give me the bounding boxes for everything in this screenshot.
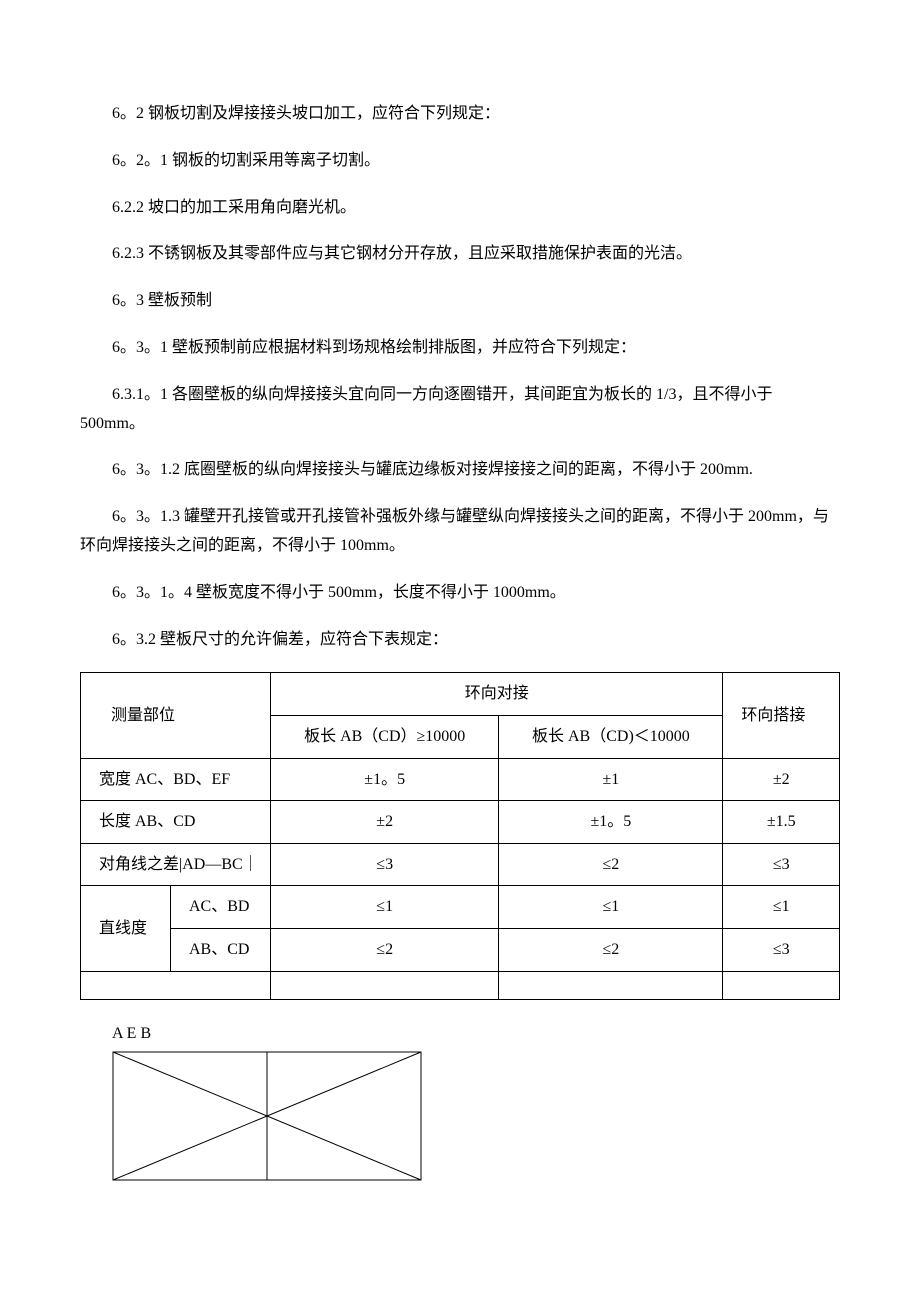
paragraph-6-3-1-1: 6.3.1。1 各圈壁板的纵向焊接接头宜向同一方向逐圈错开，其间距宜为板长的 1… (80, 381, 840, 439)
table-row: 宽度 AC、BD、EF ±1。5 ±1 ±2 (81, 758, 840, 801)
cell-value: ±2 (723, 758, 840, 801)
paragraph-6-3-1-2: 6。3。1.2 底圈壁板的纵向焊接接头与罐底边缘板对接焊接接之间的距离，不得小于… (80, 456, 840, 485)
paragraph-6-2-1: 6。2。1 钢板的切割采用等离子切割。 (80, 147, 840, 176)
paragraph-6-3-1-4: 6。3。1。4 壁板宽度不得小于 500mm，长度不得小于 1000mm。 (80, 579, 840, 608)
cell-diagonal-label: 对角线之差|AD—BC｜ (81, 843, 271, 886)
diagram-label-aeb: A E B (80, 1025, 840, 1043)
cell-value: ≤1 (723, 886, 840, 929)
paragraph-6-2-3: 6.2.3 不锈钢板及其零部件应与其它钢材分开存放，且应采取措施保护表面的光洁。 (80, 240, 840, 269)
table-row: 对角线之差|AD—BC｜ ≤3 ≤2 ≤3 (81, 843, 840, 886)
cell-straightness-sub2: AB、CD (171, 928, 271, 971)
cell-value: ≤1 (499, 886, 723, 929)
table-row: AB、CD ≤2 ≤2 ≤3 (81, 928, 840, 971)
cell-value: ±1。5 (271, 758, 499, 801)
paragraph-6-2-2: 6.2.2 坡口的加工采用角向磨光机。 (80, 194, 840, 223)
paragraph-6-3-2: 6。3.2 壁板尺寸的允许偏差，应符合下表规定： (80, 626, 840, 655)
tolerance-table: 测量部位 环向对接 环向搭接 板长 AB（CD）≥10000 板长 AB（CD)… (80, 672, 840, 999)
cell-straightness-sub1: AC、BD (171, 886, 271, 929)
table-row: 直线度 AC、BD ≤1 ≤1 ≤1 (81, 886, 840, 929)
paragraph-6-3-1: 6。3。1 壁板预制前应根据材料到场规格绘制排版图，并应符合下列规定： (80, 334, 840, 363)
cell-value: ±2 (271, 801, 499, 844)
paragraph-6-3-1-3: 6。3。1.3 罐壁开孔接管或开孔接管补强板外缘与罐壁纵向焊接接头之间的距离，不… (80, 503, 840, 561)
cell-straightness-label: 直线度 (81, 886, 171, 971)
cell-value: ≤2 (499, 928, 723, 971)
cell-width-label: 宽度 AC、BD、EF (81, 758, 271, 801)
th-length-ge-10000: 板长 AB（CD）≥10000 (271, 715, 499, 758)
table-row-empty (81, 971, 840, 999)
th-length-lt-10000: 板长 AB（CD)＜10000 (499, 715, 723, 758)
cell-value: ±1 (499, 758, 723, 801)
cell-value: ≤3 (723, 843, 840, 886)
th-ring-butt: 环向对接 (271, 673, 723, 716)
cell-length-label: 长度 AB、CD (81, 801, 271, 844)
cell-value: ≤2 (499, 843, 723, 886)
cell-value: ±1。5 (499, 801, 723, 844)
cell-value: ±1.5 (723, 801, 840, 844)
cell-value: ≤1 (271, 886, 499, 929)
table-row: 长度 AB、CD ±2 ±1。5 ±1.5 (81, 801, 840, 844)
cell-value: ≤3 (271, 843, 499, 886)
cell-value: ≤3 (723, 928, 840, 971)
paragraph-6-3: 6。3 壁板预制 (80, 287, 840, 316)
th-measure-position: 测量部位 (81, 673, 271, 758)
paragraph-6-2: 6。2 钢板切割及焊接接头坡口加工，应符合下列规定： (80, 100, 840, 129)
diagram-rectangle (112, 1051, 422, 1181)
cell-value: ≤2 (271, 928, 499, 971)
th-ring-lap: 环向搭接 (723, 673, 840, 758)
